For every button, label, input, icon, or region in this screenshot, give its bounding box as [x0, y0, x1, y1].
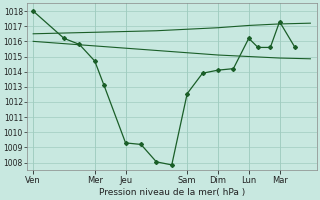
X-axis label: Pression niveau de la mer( hPa ): Pression niveau de la mer( hPa ): [99, 188, 245, 197]
